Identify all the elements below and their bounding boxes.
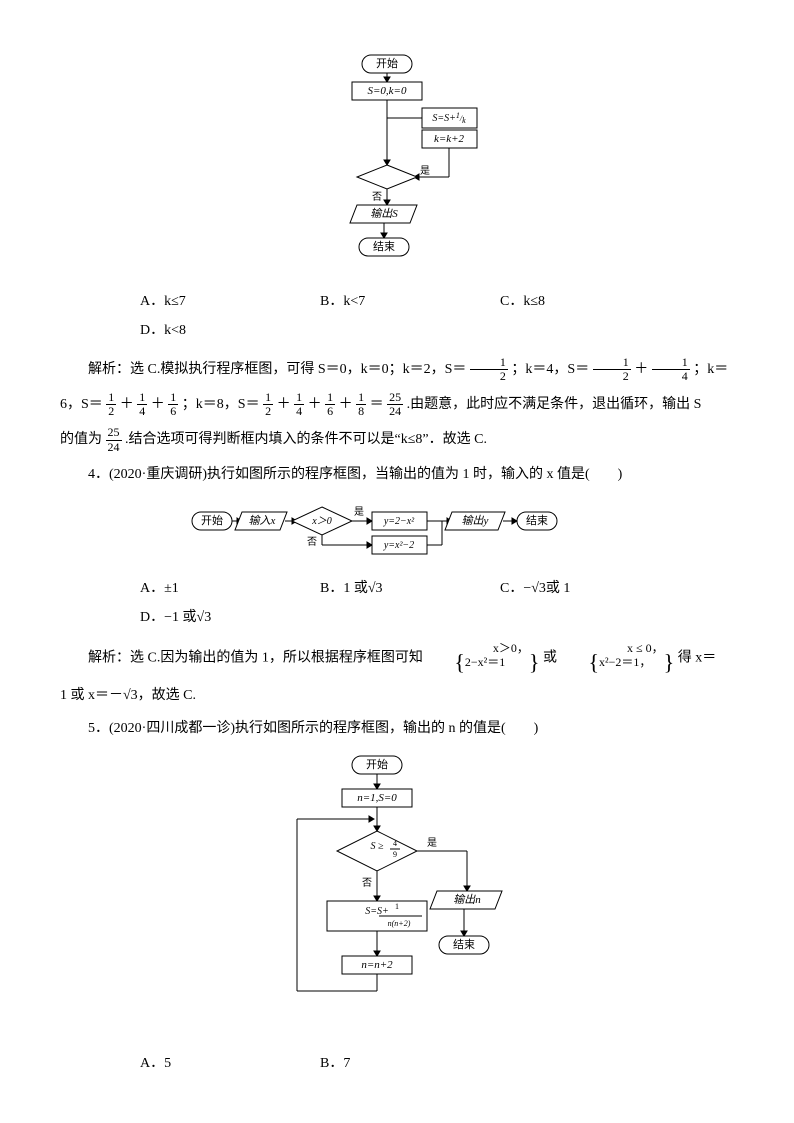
d: 2 (593, 370, 631, 383)
q4-opt-b: B．1 或√3 (320, 576, 500, 601)
t: 或 (543, 651, 557, 666)
fc1-end: 结束 (373, 240, 395, 253)
fc3-init: n=1,S=0 (357, 792, 397, 804)
fc1-start: 开始 (376, 56, 398, 70)
q4-stem: 4．(2020·重庆调研)执行如图所示的程序框图，当输出的值为 1 时，输入的 … (60, 462, 734, 487)
d: 8 (356, 405, 366, 418)
fc3-inc: n=n+2 (361, 959, 393, 971)
t: 解析：选 C.因为输出的值为 1，所以根据程序框图可知 (88, 651, 423, 666)
fc3-start: 开始 (366, 757, 388, 771)
n: 1 (325, 391, 335, 405)
q3-solution-line2: 6，S＝ 12 ＋ 14 ＋ 16 ；k＝8，S＝ 12 ＋ 14 ＋ 16 ＋… (60, 391, 734, 418)
d: 4 (294, 405, 304, 418)
fc2-output: 输出y (462, 514, 489, 527)
t: ；k＝ (693, 361, 728, 376)
n: 25 (106, 426, 122, 440)
q4-opt-a: A．±1 (140, 576, 320, 601)
d: 24 (387, 405, 403, 418)
t: ；k＝4，S＝ (511, 361, 589, 376)
t: x²−2＝1， (599, 655, 651, 669)
d: 2 (470, 370, 508, 383)
q5-opt-b: B．7 (320, 1051, 500, 1076)
t: ＋ (308, 397, 322, 412)
n: 1 (593, 356, 631, 370)
d: 4 (652, 370, 690, 383)
t: ＋ (151, 397, 165, 412)
n: 25 (387, 391, 403, 405)
q3-solution-line3: 的值为 2524 .结合选项可得判断框内填入的条件不可以是“k≤8”．故选 C. (60, 426, 734, 453)
t: ＋ (277, 397, 291, 412)
q3-opt-a: A．k≤7 (140, 289, 320, 314)
t: 的值为 (60, 432, 102, 447)
q3-opt-d: D．k<8 (140, 318, 320, 343)
fc2-no: 否 (307, 536, 317, 548)
q5-options: A．5 B．7 (140, 1051, 734, 1080)
svg-text:4: 4 (393, 839, 397, 848)
q5-opt-a: A．5 (140, 1051, 320, 1076)
d: 6 (325, 405, 335, 418)
fc1-output: 输出S (370, 207, 398, 220)
t: 得 x＝ (678, 651, 717, 666)
fc2-yes-branch: y=2−x² (383, 516, 415, 527)
q4-solution-line1: 解析：选 C.因为输出的值为 1，所以根据程序框图可知 {x＞0，2−x²＝1}… (60, 642, 734, 675)
d: 2 (263, 405, 273, 418)
d: 6 (168, 405, 178, 418)
svg-text:1: 1 (395, 902, 399, 911)
fc3-no: 否 (362, 877, 372, 889)
fc3-end: 结束 (453, 938, 475, 951)
q3-opt-b: B．k<7 (320, 289, 500, 314)
q5-stem: 5．(2020·四川成都一诊)执行如图所示的程序框图，输出的 n 的值是( ) (60, 716, 734, 741)
fc2-yes: 是 (354, 506, 364, 518)
t: 解析：选 C.模拟执行程序框图，可得 S＝0，k＝0；k＝2，S＝ (88, 361, 466, 376)
fc3-output: 输出n (453, 893, 481, 906)
fc3-yes: 是 (427, 837, 437, 849)
n: 1 (652, 356, 690, 370)
t: x＞0， (493, 641, 529, 655)
fc2-input: 输入x (249, 514, 276, 527)
q4-solution-line2: 1 或 x＝－√3，故选 C. (60, 683, 734, 708)
t: .由题意，此时应不满足条件，退出循环，输出 S (407, 397, 702, 412)
flowchart-1: 开始 S=0,k=0 S=S+1/k k=k+2 是 否 输出S 结束 (60, 50, 734, 279)
svg-text:S=S+1/k: S=S+1/k (432, 111, 466, 125)
t: ＋ (339, 397, 353, 412)
flowchart-3: 开始 n=1,S=0 S ≥ 4 9 是 否 输出n 结束 S=S+ 1 n(n… (60, 751, 734, 1040)
t: ＝ (370, 397, 384, 412)
q4-opt-d: D．−1 或√3 (140, 605, 320, 630)
fc2-start: 开始 (201, 513, 223, 527)
fc2-cond: x＞0 (311, 516, 331, 527)
q3-opt-c: C．k≤8 (500, 289, 680, 314)
n: 1 (294, 391, 304, 405)
n: 1 (263, 391, 273, 405)
fc1-init: S=0,k=0 (368, 85, 407, 97)
q3-options: A．k≤7 B．k<7 C．k≤8 D．k<8 (140, 289, 734, 347)
t: ＋ (634, 361, 648, 376)
d: 2 (106, 405, 116, 418)
svg-text:9: 9 (393, 850, 397, 859)
t: 2−x²＝1 (465, 655, 505, 669)
n: 1 (137, 391, 147, 405)
fc1-no: 否 (372, 191, 382, 203)
n: 1 (356, 391, 366, 405)
fc1-yes: 是 (420, 165, 430, 177)
flowchart-2: 开始 输入x x＞0 是 否 y=2−x² y=x²−2 输出y 结束 (60, 497, 734, 566)
q3-solution-line1: 解析：选 C.模拟执行程序框图，可得 S＝0，k＝0；k＝2，S＝ 12 ；k＝… (60, 356, 734, 383)
t: x ≤ 0， (627, 641, 664, 655)
n: 1 (106, 391, 116, 405)
q4-options: A．±1 B．1 或√3 C．−√3或 1 D．−1 或√3 (140, 576, 734, 634)
svg-text:n(n+2): n(n+2) (388, 919, 411, 928)
d: 4 (137, 405, 147, 418)
n: 1 (168, 391, 178, 405)
svg-text:S ≥: S ≥ (371, 841, 385, 852)
d: 24 (106, 441, 122, 454)
fc2-end: 结束 (526, 514, 548, 527)
n: 1 (470, 356, 508, 370)
svg-text:S=S+: S=S+ (365, 906, 389, 917)
t: .结合选项可得判断框内填入的条件不可以是“k≤8”．故选 C. (125, 432, 487, 447)
q4-opt-c: C．−√3或 1 (500, 576, 680, 601)
t: ；k＝8，S＝ (182, 397, 260, 412)
fc1-step2: k=k+2 (434, 133, 465, 145)
t: ＋ (120, 397, 134, 412)
fc2-no-branch: y=x²−2 (383, 540, 414, 551)
t: 6，S＝ (60, 397, 103, 412)
